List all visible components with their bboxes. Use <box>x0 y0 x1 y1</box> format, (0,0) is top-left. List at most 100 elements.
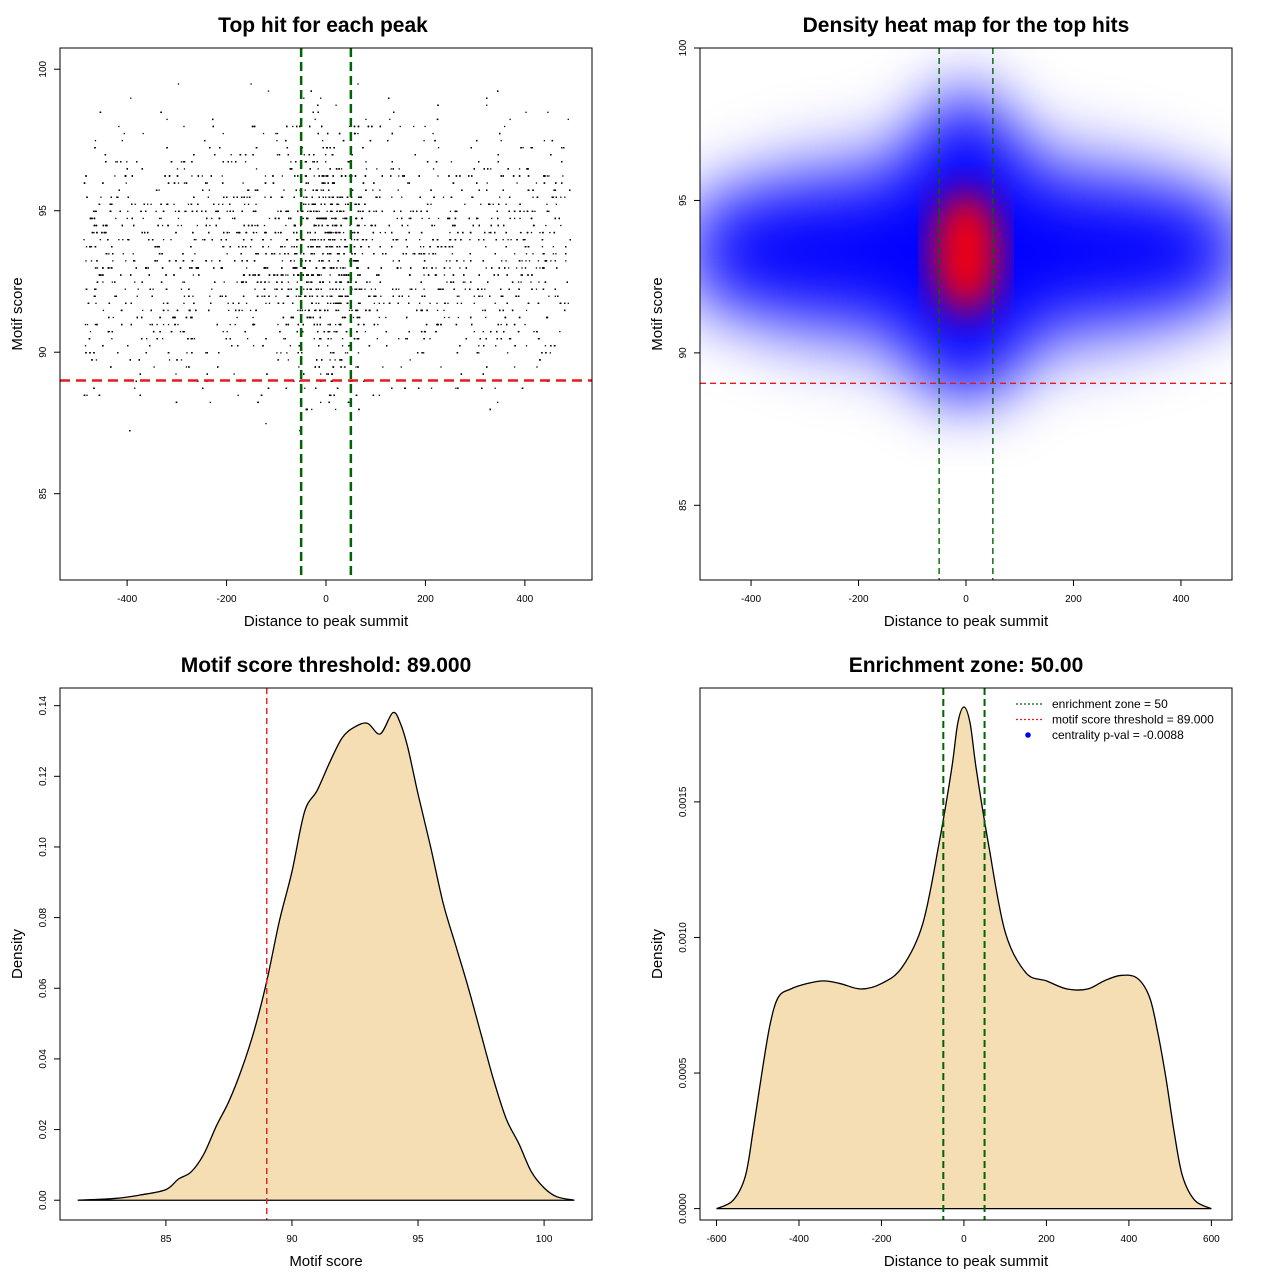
scatter-point <box>376 338 379 340</box>
scatter-point <box>509 217 511 220</box>
scatter-point <box>549 231 551 234</box>
scatter-point <box>440 288 442 290</box>
scatter-point <box>142 132 144 135</box>
scatter-point <box>182 281 184 283</box>
scatter-point <box>543 139 546 142</box>
scatter-point <box>322 139 324 142</box>
scatter-point <box>314 118 316 121</box>
scatter-point <box>317 168 319 170</box>
scatter-point <box>534 210 536 213</box>
scatter-point <box>156 323 158 326</box>
scatter-point <box>162 323 165 326</box>
scatter-point <box>428 217 430 220</box>
scatter-point <box>408 295 410 297</box>
scatter-point <box>413 125 415 128</box>
scatter-point <box>254 224 256 227</box>
scatter-point <box>284 246 286 248</box>
scatter-point <box>180 288 183 290</box>
scatter-point <box>320 373 322 375</box>
scatter-point <box>365 161 367 163</box>
scatter-point <box>445 260 448 262</box>
scatter-point <box>456 302 459 304</box>
scatter-point <box>115 161 117 163</box>
scatter-point <box>315 302 317 304</box>
scatter-point <box>334 281 337 283</box>
scatter-point <box>182 330 184 333</box>
scatter-point <box>379 189 381 191</box>
scatter-point <box>277 323 279 326</box>
scatter-point <box>300 253 302 255</box>
scatter-point <box>289 345 292 347</box>
scatter-point <box>317 239 319 241</box>
scatter-point <box>398 288 400 290</box>
scatter-point <box>268 217 271 220</box>
scatter-point <box>545 224 547 227</box>
scatter-point <box>313 175 315 177</box>
scatter-point <box>344 267 346 269</box>
scatter-point <box>318 302 320 304</box>
scatter-point <box>482 309 484 312</box>
scatter-point <box>485 267 487 269</box>
scatter-point <box>265 302 267 304</box>
scatter-point <box>309 281 311 283</box>
scatter-point <box>320 401 322 404</box>
scatter-point <box>384 231 386 234</box>
scatter-point <box>102 309 105 312</box>
scatter-point <box>195 239 197 241</box>
scatter-point <box>95 267 97 269</box>
scatter-point <box>330 217 333 220</box>
scatter-point <box>280 196 283 198</box>
scatter-point <box>365 118 367 121</box>
scatter-point <box>228 309 230 312</box>
scatter-point <box>525 345 528 347</box>
scatter-point <box>449 210 452 213</box>
scatter-point <box>369 281 371 283</box>
scatter-point <box>560 224 562 227</box>
scatter-point <box>170 239 172 241</box>
scatter-point <box>536 366 538 368</box>
scatter-point <box>525 111 527 113</box>
scatter-point <box>304 309 306 312</box>
scatter-point <box>341 196 344 198</box>
scatter-point <box>93 231 95 234</box>
scatter-point <box>350 239 353 241</box>
scatter-point <box>398 175 400 177</box>
scatter-point <box>473 295 475 297</box>
scatter-point <box>298 295 300 297</box>
scatter-point <box>262 132 265 135</box>
scatter-point <box>532 196 534 198</box>
scatter-point <box>130 97 132 99</box>
scatter-point <box>494 387 496 389</box>
scatter-title: Top hit for each peak <box>218 14 428 37</box>
scatter-point <box>351 309 353 312</box>
scatter-point <box>268 302 271 304</box>
scatter-point <box>398 338 400 340</box>
scatter-point <box>330 380 332 382</box>
scatter-point <box>318 210 320 213</box>
scatter-point <box>180 224 183 227</box>
scatter-point <box>533 330 535 333</box>
scatter-point <box>335 104 337 106</box>
scatter-point <box>365 168 368 170</box>
scatter-point <box>410 210 412 213</box>
scatter-point <box>343 246 346 248</box>
scatter-point <box>348 309 351 312</box>
scatter-point <box>455 387 457 389</box>
scatter-point <box>344 366 346 368</box>
scatter-point <box>488 231 490 234</box>
scatter-point <box>414 288 417 290</box>
scatter-point <box>357 132 359 135</box>
scatter-point <box>158 189 160 191</box>
scatter-point <box>357 352 360 354</box>
scatter-point <box>429 302 431 304</box>
scatter-point <box>555 253 557 255</box>
scatter-point <box>326 295 328 297</box>
scatter-point <box>418 302 421 304</box>
scatter-point <box>357 83 359 85</box>
scatter-point <box>125 182 127 184</box>
scatter-point <box>122 253 124 255</box>
scatter-panel: Top hit for each peak -400 -200 0 200 400 85… <box>9 14 593 630</box>
scatter-point <box>250 83 252 85</box>
scatter-point <box>180 359 183 361</box>
scatter-point <box>326 373 328 375</box>
